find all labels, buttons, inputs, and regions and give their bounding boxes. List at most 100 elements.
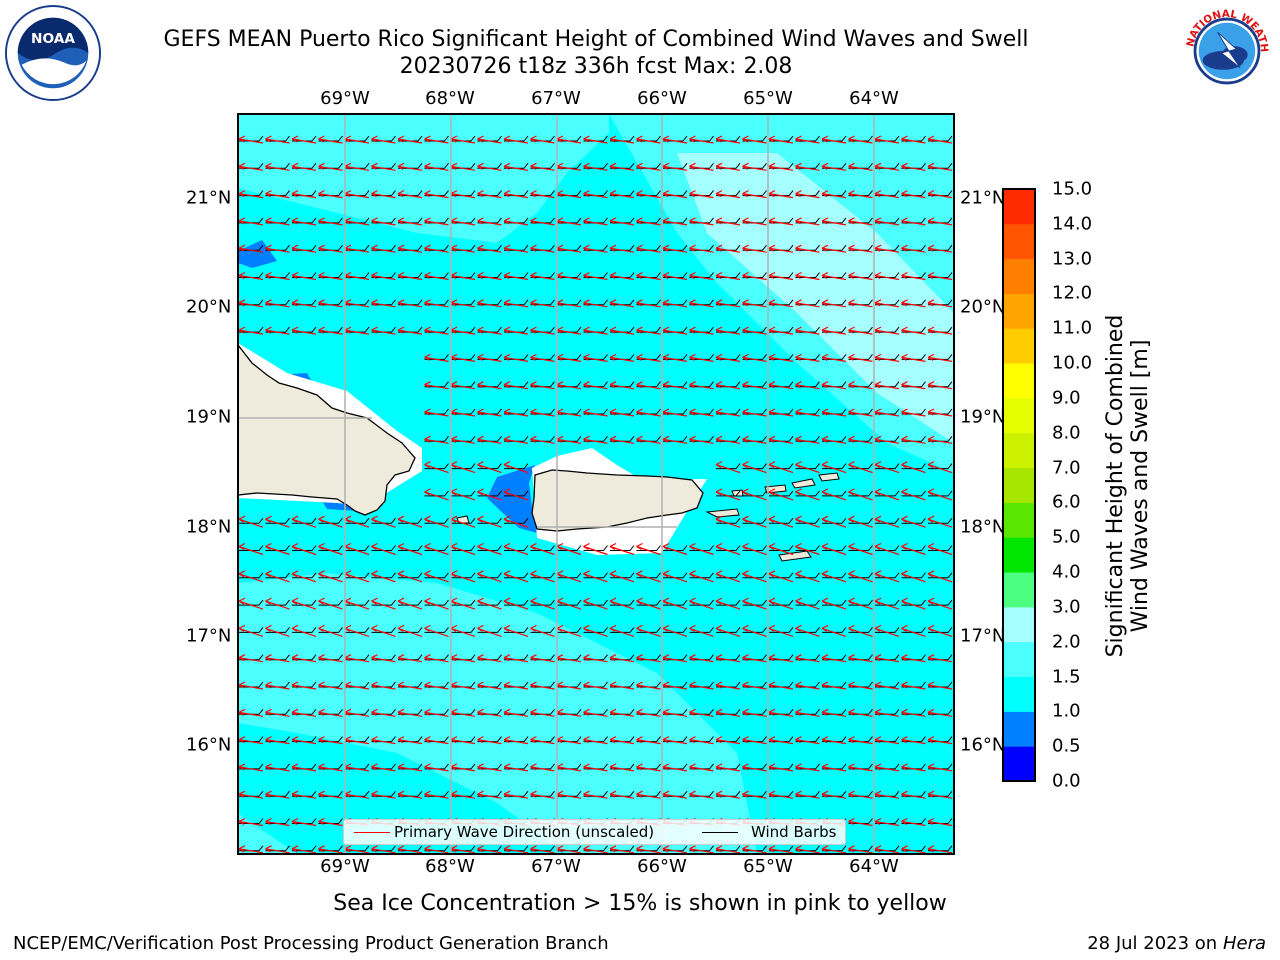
- wind-barb: [557, 272, 582, 278]
- wind-barb: [292, 162, 317, 169]
- wave-direction-arrow: [636, 162, 661, 171]
- wind-barb: [398, 708, 423, 715]
- wind-barb: [292, 217, 317, 224]
- wave-direction-arrow: [874, 542, 900, 556]
- wind-barb: [875, 381, 900, 388]
- wave-direction-arrow: [927, 408, 953, 417]
- wave-direction-arrow: [927, 654, 953, 663]
- wind-barb: [875, 572, 900, 579]
- wind-barb: [663, 299, 688, 306]
- wind-barb: [398, 190, 423, 197]
- wave-direction-arrow: [874, 381, 900, 390]
- wind-barb: [371, 244, 396, 251]
- wave-direction-arrow: [689, 381, 714, 390]
- wave-direction-arrow: [848, 736, 873, 745]
- lat-tick-left: 19°N: [186, 406, 232, 428]
- wind-barb: [716, 545, 741, 551]
- wind-barb: [848, 490, 873, 497]
- wave-direction-arrow: [715, 790, 741, 799]
- wind-barb: [504, 763, 529, 770]
- wave-direction-arrow: [689, 570, 714, 583]
- wind-barb: [424, 599, 449, 606]
- wave-direction-arrow: [742, 435, 767, 444]
- wave-direction-arrow: [874, 353, 900, 362]
- wave-direction-arrow: [636, 244, 661, 253]
- wind-barb: [822, 599, 847, 606]
- wind-barb: [239, 190, 264, 197]
- wind-barb: [795, 572, 820, 579]
- wave-direction-arrow: [662, 763, 688, 772]
- wind-barb: [345, 599, 370, 606]
- wind-barb: [530, 708, 555, 715]
- wind-barb: [663, 627, 688, 633]
- wave-direction-arrow: [477, 654, 502, 663]
- wind-barb: [265, 845, 290, 852]
- wave-direction-arrow: [927, 244, 953, 253]
- wave-direction-arrow: [768, 708, 794, 717]
- wave-direction-arrow: [927, 190, 953, 199]
- wave-direction-arrow: [291, 299, 317, 308]
- wave-direction-arrow: [768, 790, 794, 799]
- wave-direction-arrow: [636, 681, 661, 690]
- wave-direction-arrow: [397, 654, 423, 663]
- wind-barb: [689, 790, 714, 797]
- wave-direction-arrow: [371, 217, 396, 226]
- wave-direction-arrow: [530, 162, 555, 171]
- wave-direction-arrow: [344, 708, 370, 717]
- wind-barb: [292, 135, 317, 142]
- wind-barb: [530, 572, 555, 579]
- wave-direction-arrow: [715, 299, 741, 308]
- colorbar-tick-label: 15.0: [1052, 178, 1093, 200]
- wave-direction-arrow: [344, 162, 370, 171]
- wave-direction-arrow: [768, 217, 794, 226]
- wave-direction-arrow: [874, 488, 900, 501]
- wind-barb: [557, 244, 582, 251]
- wind-barb: [663, 545, 688, 551]
- wave-direction-arrow: [927, 570, 953, 583]
- wind-barb: [557, 627, 582, 633]
- wind-barb: [398, 654, 423, 661]
- wave-direction-arrow: [874, 763, 900, 772]
- wave-direction-arrow: [927, 488, 953, 501]
- wave-direction-arrow: [583, 299, 608, 308]
- wind-barb: [610, 135, 635, 142]
- wave-direction-arrow: [901, 624, 926, 637]
- wind-barb: [928, 162, 953, 169]
- wind-barb: [504, 517, 529, 524]
- wind-barb: [398, 790, 423, 797]
- colorbar-cell: [1003, 537, 1035, 573]
- wave-direction-arrow: [742, 271, 767, 281]
- wave-direction-arrow: [265, 271, 290, 281]
- colorbar-cell: [1003, 606, 1035, 643]
- wind-barb: [583, 627, 608, 633]
- wave-direction-arrow: [821, 299, 847, 308]
- wind-barb: [901, 135, 926, 142]
- wind-barb: [477, 354, 502, 360]
- wave-direction-arrow: [742, 408, 767, 417]
- wind-barb: [928, 326, 953, 333]
- wind-barb: [610, 654, 635, 661]
- wind-barb: [636, 845, 661, 852]
- wave-direction-arrow: [609, 190, 635, 199]
- wave-direction-arrow: [848, 271, 873, 281]
- wind-barb: [875, 654, 900, 661]
- wind-barb: [530, 654, 555, 661]
- wave-direction-arrow: [291, 190, 317, 199]
- wave-direction-arrow: [715, 326, 741, 335]
- wave-direction-arrow: [927, 542, 953, 556]
- wave-direction-arrow: [424, 217, 449, 226]
- wind-barb: [504, 490, 529, 497]
- wind-barb: [451, 572, 476, 579]
- wave-direction-arrow: [477, 326, 502, 335]
- wind-barb: [371, 654, 396, 661]
- wind-barb: [504, 135, 529, 142]
- wind-barb: [265, 217, 290, 224]
- wind-barb: [822, 463, 847, 470]
- wave-direction-arrow: [503, 515, 529, 528]
- wave-direction-arrow: [450, 381, 476, 390]
- wave-direction-arrow: [556, 244, 582, 253]
- wind-barb: [742, 463, 767, 470]
- wind-barb: [371, 845, 396, 852]
- wind-barb: [769, 381, 794, 388]
- wind-barb: [583, 572, 608, 579]
